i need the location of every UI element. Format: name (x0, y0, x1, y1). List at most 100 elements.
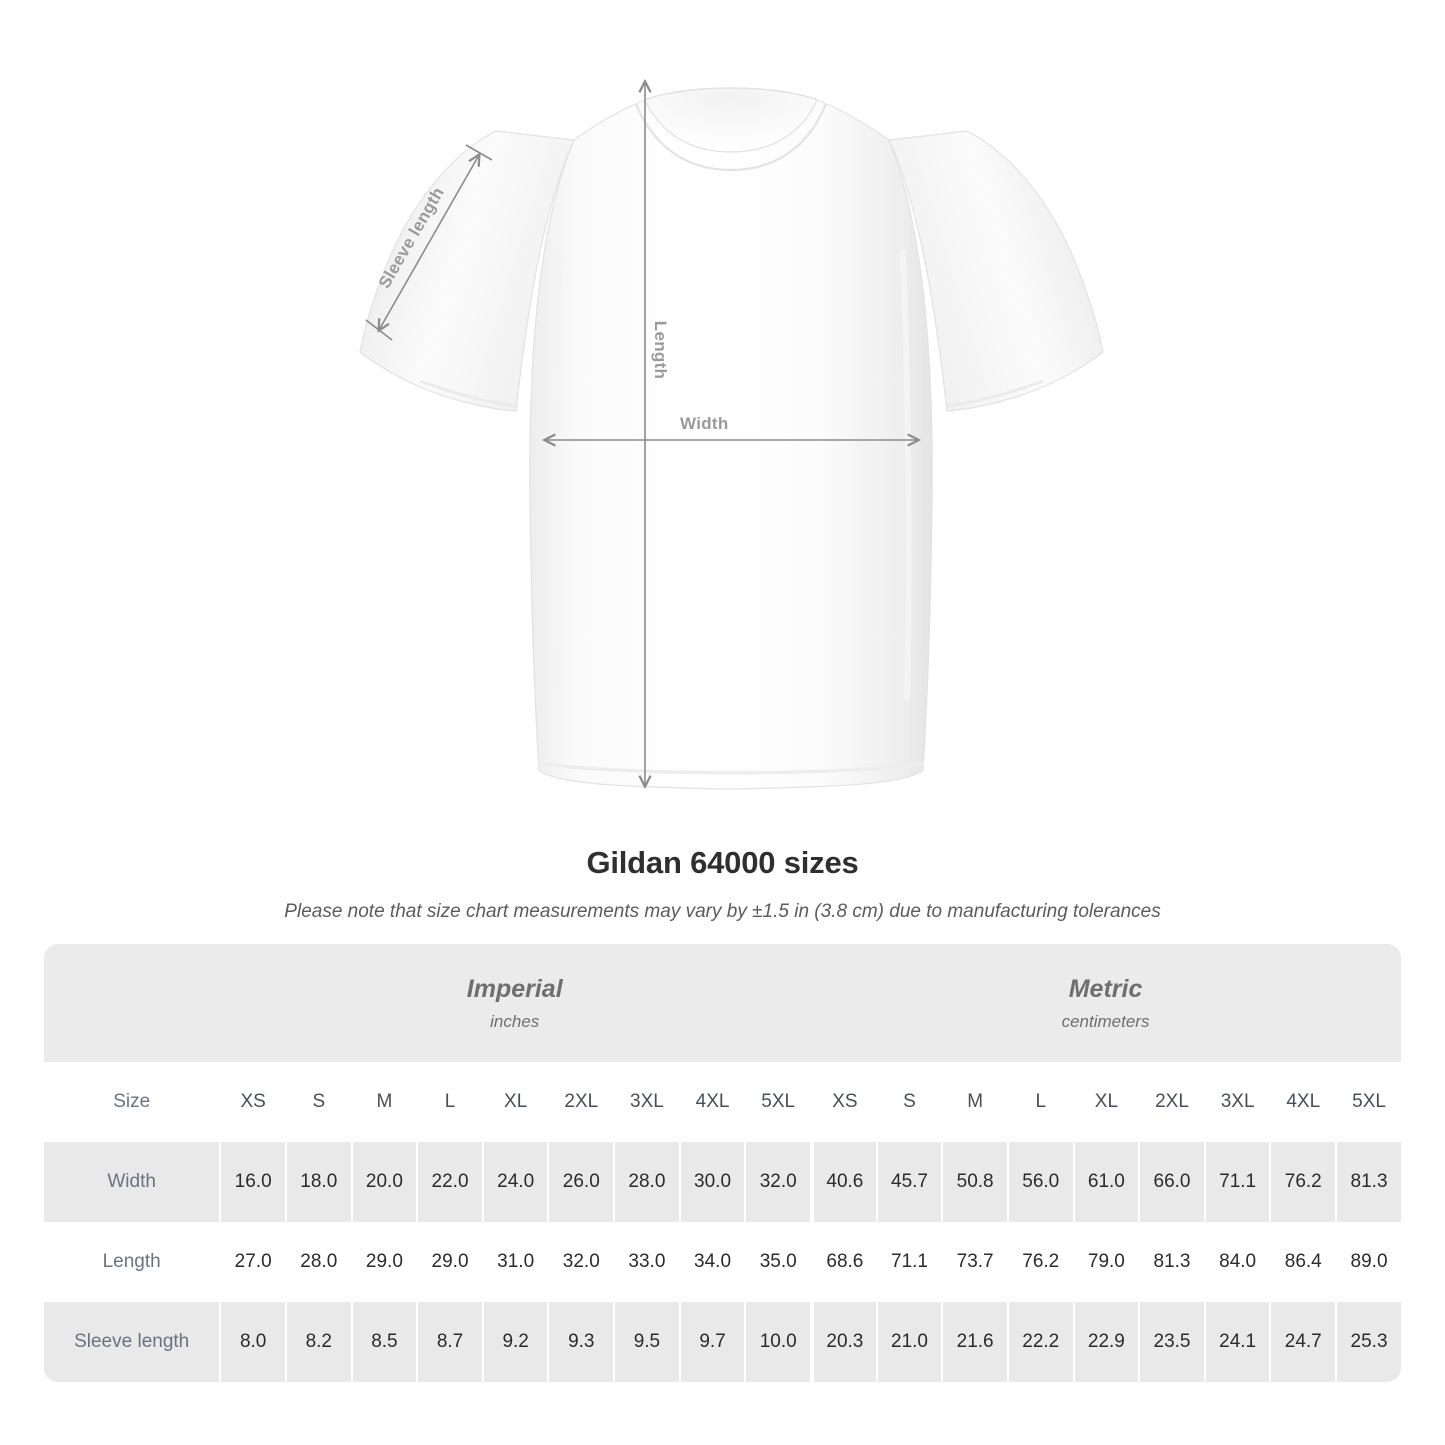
sleeve-tick-bottom (365, 319, 393, 341)
width-imperial-xs: 16.0 (219, 1142, 285, 1222)
row-label-size: Size (44, 1062, 220, 1142)
size-col-imperial-l: L (416, 1062, 482, 1142)
width-imperial-m: 20.0 (350, 1142, 417, 1222)
left-cuff-seam (419, 379, 517, 408)
size-col-imperial-4xl: 4XL (678, 1062, 745, 1142)
width-metric-xs: 40.6 (810, 1142, 876, 1222)
size-col-imperial-5xl: 5XL (744, 1062, 811, 1142)
units-spacer-cell (44, 944, 220, 1062)
sleeve-metric-s: 21.0 (875, 1302, 942, 1382)
width-imperial-2xl: 26.0 (547, 1142, 614, 1222)
sleeve-imperial-m: 8.5 (350, 1302, 417, 1382)
size-col-metric-4xl: 4XL (1269, 1062, 1336, 1142)
width-metric-m: 50.8 (941, 1142, 1007, 1222)
right-cuff-seam (946, 379, 1044, 408)
sleeve-metric-5xl: 25.3 (1335, 1302, 1401, 1382)
size-col-imperial-m: M (350, 1062, 417, 1142)
size-chart-table-wrapper: Imperial inches Metric centimeters Size … (44, 944, 1401, 1382)
sleeve-imperial-2xl: 9.3 (547, 1302, 614, 1382)
chart-heading-block: Gildan 64000 sizes Please note that size… (0, 845, 1445, 923)
width-metric-5xl: 81.3 (1335, 1142, 1401, 1222)
table-row: Length 27.0 28.0 29.0 29.0 31.0 32.0 33.… (44, 1222, 1401, 1302)
sleeve-imperial-3xl: 9.5 (613, 1302, 679, 1382)
size-col-metric-xs: XS (810, 1062, 876, 1142)
tshirt-illustration (359, 0, 1104, 790)
length-metric-m: 73.7 (941, 1222, 1007, 1302)
imperial-unit: inches (490, 1011, 540, 1031)
width-metric-xl: 61.0 (1072, 1142, 1139, 1222)
size-col-imperial-2xl: 2XL (547, 1062, 614, 1142)
size-col-imperial-xs: XS (219, 1062, 285, 1142)
length-metric-4xl: 86.4 (1269, 1222, 1336, 1302)
length-label: Length (651, 320, 671, 380)
units-header-row: Imperial inches Metric centimeters (44, 944, 1401, 1062)
sleeve-metric-xl: 22.9 (1072, 1302, 1139, 1382)
length-imperial-3xl: 33.0 (613, 1222, 679, 1302)
row-label-width: Width (44, 1142, 220, 1222)
collar-band (644, 87, 818, 153)
length-metric-xl: 79.0 (1072, 1222, 1139, 1302)
length-imperial-2xl: 32.0 (547, 1222, 614, 1302)
size-col-imperial-3xl: 3XL (613, 1062, 679, 1142)
length-metric-l: 76.2 (1006, 1222, 1073, 1302)
size-col-metric-m: M (941, 1062, 1007, 1142)
length-imperial-s: 28.0 (284, 1222, 351, 1302)
length-imperial-xs: 27.0 (219, 1222, 285, 1302)
sleeve-imperial-5xl: 10.0 (744, 1302, 811, 1382)
tshirt-measurement-diagram: Sleeve length Length Width (359, 0, 1104, 790)
sleeve-metric-2xl: 23.5 (1138, 1302, 1204, 1382)
length-imperial-m: 29.0 (350, 1222, 417, 1302)
sleeve-length-measure-line (379, 155, 479, 330)
width-metric-2xl: 66.0 (1138, 1142, 1204, 1222)
sleeve-metric-m: 21.6 (941, 1302, 1007, 1382)
fold-right (900, 249, 912, 701)
width-metric-3xl: 71.1 (1203, 1142, 1270, 1222)
tolerance-note: Please note that size chart measurements… (284, 901, 1161, 922)
width-imperial-l: 22.0 (416, 1142, 482, 1222)
sleeve-metric-xs: 20.3 (810, 1302, 876, 1382)
size-col-metric-xl: XL (1072, 1062, 1139, 1142)
size-col-metric-s: S (875, 1062, 942, 1142)
sleeve-imperial-xl: 9.2 (481, 1302, 548, 1382)
hem-seam (537, 761, 925, 775)
width-imperial-s: 18.0 (284, 1142, 351, 1222)
length-imperial-5xl: 35.0 (744, 1222, 811, 1302)
length-metric-2xl: 81.3 (1138, 1222, 1204, 1302)
row-label-sleeve-length: Sleeve length (44, 1302, 220, 1382)
length-imperial-l: 29.0 (416, 1222, 482, 1302)
metric-header-cell: Metric centimeters (810, 944, 1401, 1062)
width-metric-4xl: 76.2 (1269, 1142, 1336, 1222)
imperial-label: Imperial (466, 975, 563, 1004)
size-col-metric-l: L (1006, 1062, 1073, 1142)
sleeve-tick-top (465, 144, 493, 161)
size-col-metric-3xl: 3XL (1203, 1062, 1270, 1142)
collar-seam (634, 103, 828, 172)
table-row: Sleeve length 8.0 8.2 8.5 8.7 9.2 9.3 9.… (44, 1302, 1401, 1382)
width-metric-s: 45.7 (875, 1142, 942, 1222)
table-row: Width 16.0 18.0 20.0 22.0 24.0 26.0 28.0… (44, 1142, 1401, 1222)
length-metric-5xl: 89.0 (1335, 1222, 1401, 1302)
sleeve-metric-4xl: 24.7 (1269, 1302, 1336, 1382)
width-label: Width (680, 414, 729, 433)
metric-label: Metric (1068, 975, 1143, 1004)
width-imperial-5xl: 32.0 (744, 1142, 811, 1222)
sleeve-imperial-xs: 8.0 (219, 1302, 285, 1382)
width-imperial-xl: 24.0 (481, 1142, 548, 1222)
width-imperial-3xl: 28.0 (613, 1142, 679, 1222)
sleeve-imperial-4xl: 9.7 (678, 1302, 745, 1382)
right-sleeve (888, 130, 1104, 412)
page-title: Gildan 64000 sizes (586, 845, 859, 880)
size-header-row: Size XS S M L XL 2XL 3XL 4XL 5XL XS S M … (44, 1062, 1401, 1142)
shirt-body (529, 87, 933, 790)
size-chart-table: Imperial inches Metric centimeters Size … (44, 944, 1401, 1382)
sleeve-metric-3xl: 24.1 (1203, 1302, 1270, 1382)
size-col-metric-5xl: 5XL (1335, 1062, 1401, 1142)
width-metric-l: 56.0 (1006, 1142, 1073, 1222)
row-label-length: Length (44, 1222, 220, 1302)
length-imperial-xl: 31.0 (481, 1222, 548, 1302)
sleeve-imperial-l: 8.7 (416, 1302, 482, 1382)
length-metric-3xl: 84.0 (1203, 1222, 1270, 1302)
width-imperial-4xl: 30.0 (678, 1142, 745, 1222)
imperial-header-cell: Imperial inches (219, 944, 811, 1062)
fold-left (551, 249, 563, 701)
